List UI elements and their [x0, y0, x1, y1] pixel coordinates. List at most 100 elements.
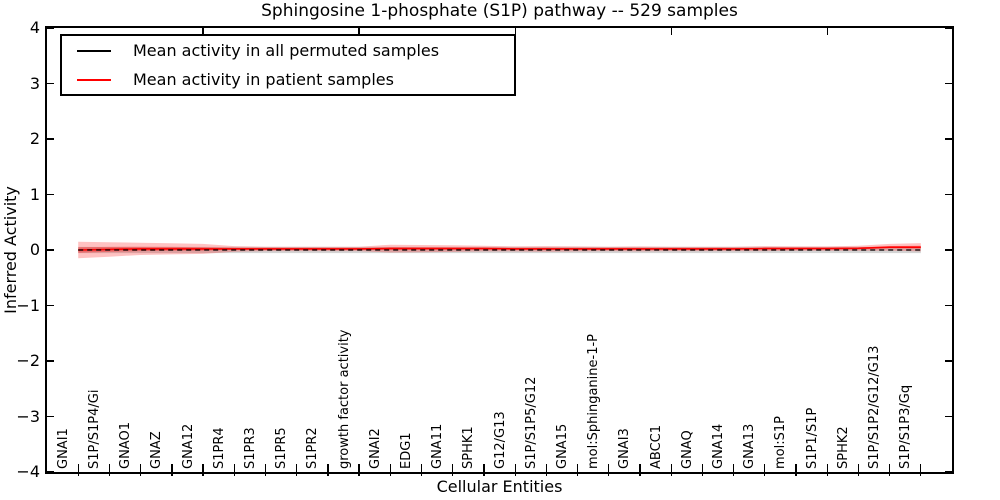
top-tick [826, 28, 828, 35]
top-tick [514, 28, 516, 35]
y-tick [47, 360, 54, 362]
x-tick [795, 464, 797, 476]
legend-item-label: Mean activity in all permuted samples [133, 40, 440, 60]
x-tick [171, 464, 173, 476]
y-tick [47, 249, 54, 251]
x-tick [108, 464, 111, 476]
y-tick [47, 82, 54, 85]
y-tick-label: −1 [16, 295, 40, 315]
top-tick [358, 28, 360, 35]
chart-canvas [78, 241, 921, 259]
x-tick [452, 464, 454, 476]
y-tick [945, 27, 952, 29]
x-tick [296, 464, 298, 476]
y-tick-label: 2 [29, 129, 40, 148]
y-tick [945, 471, 952, 473]
top-tick [670, 28, 672, 35]
y-tick [945, 193, 952, 196]
x-tick-label: S1P/S1P5/G12 [523, 376, 539, 469]
x-tick [701, 464, 704, 476]
band [78, 241, 921, 259]
y-tick [47, 471, 54, 473]
legend-item: Mean activity in patient samples [62, 67, 514, 92]
y-tick [945, 360, 952, 362]
y-tick [47, 27, 54, 29]
y-tick [945, 304, 952, 307]
x-tick-label: S1PR2 [305, 427, 321, 469]
y-tick [47, 193, 54, 196]
x-tick-label: GNAZ [149, 431, 165, 469]
x-axis-label: Cellular Entities [436, 477, 563, 496]
plot-area [45, 26, 954, 476]
y-tick-label: −2 [16, 351, 40, 370]
legend-item: Mean activity in all permuted samples [62, 38, 514, 63]
x-tick [764, 464, 766, 476]
x-tick [576, 464, 579, 476]
x-tick-label: S1PR4 [211, 427, 227, 469]
y-tick [47, 304, 54, 307]
y-tick [945, 82, 952, 85]
x-tick-label: G12/G13 [492, 411, 508, 469]
x-tick-label: S1PR5 [274, 427, 290, 469]
legend-item-label: Mean activity in patient samples [133, 69, 394, 89]
x-tick [327, 464, 329, 476]
x-tick-label: S1PR3 [242, 427, 258, 469]
x-tick-label: GNAI2 [367, 428, 383, 469]
x-tick-label: GNA15 [555, 423, 571, 469]
x-tick-label: GNA13 [742, 423, 758, 469]
x-tick [826, 464, 828, 476]
x-tick [389, 464, 391, 476]
x-tick [420, 464, 423, 476]
x-tick [639, 464, 641, 476]
x-tick [670, 464, 672, 476]
x-tick-label: GNAI3 [617, 428, 633, 469]
x-tick-label: GNA14 [711, 423, 727, 469]
x-tick [920, 464, 922, 476]
x-tick [732, 464, 735, 476]
y-tick-label: 4 [29, 18, 40, 37]
x-tick-label: GNA11 [430, 423, 446, 469]
y-tick-label: 3 [29, 73, 40, 93]
x-tick-label: SPHK1 [461, 426, 477, 469]
x-tick [514, 464, 516, 476]
legend: Mean activity in all permuted samples Mea… [60, 34, 516, 96]
x-tick [608, 464, 610, 476]
top-tick [202, 28, 204, 35]
y-tick-label: −3 [16, 406, 40, 426]
x-tick-label: GNA12 [180, 423, 196, 469]
y-tick [945, 415, 952, 418]
x-tick [264, 464, 267, 476]
x-tick [483, 464, 485, 476]
y-tick-label: 1 [29, 184, 40, 204]
x-tick [233, 464, 235, 476]
x-tick-label: GNAO1 [118, 422, 134, 469]
chart-title: Sphingosine 1-phosphate (S1P) pathway --… [261, 1, 738, 21]
y-tick [945, 249, 952, 251]
x-tick [857, 464, 860, 476]
legend-line-swatch [77, 78, 111, 81]
x-tick-label: mol:Sphinganine-1-P [586, 333, 602, 469]
legend-line-swatch [77, 49, 111, 52]
y-tick [47, 415, 54, 418]
x-tick-label: mol:S1P [773, 416, 789, 469]
y-tick-label: −4 [16, 462, 40, 481]
x-tick [358, 464, 360, 476]
x-tick [140, 464, 142, 476]
x-tick [888, 464, 891, 476]
x-tick-label: growth factor activity [336, 329, 352, 469]
y-tick [945, 138, 952, 140]
x-tick-label: S1P/S1P4/Gi [86, 389, 102, 469]
x-tick-label: S1P1/S1P [804, 407, 820, 469]
x-tick [77, 464, 79, 476]
patient-mean-line [78, 246, 921, 251]
x-tick [202, 464, 204, 476]
x-tick-label: S1P/S1P2/G12/G13 [867, 345, 883, 469]
x-tick-label: GNAI1 [55, 428, 71, 469]
y-tick [47, 138, 54, 140]
x-tick-label: ABCC1 [648, 424, 664, 469]
x-tick-label: SPHK2 [835, 426, 851, 469]
x-tick-label: EDG1 [398, 432, 414, 469]
x-tick-label: S1P/S1P3/Gq [898, 384, 914, 469]
y-tick-label: 0 [29, 240, 40, 259]
